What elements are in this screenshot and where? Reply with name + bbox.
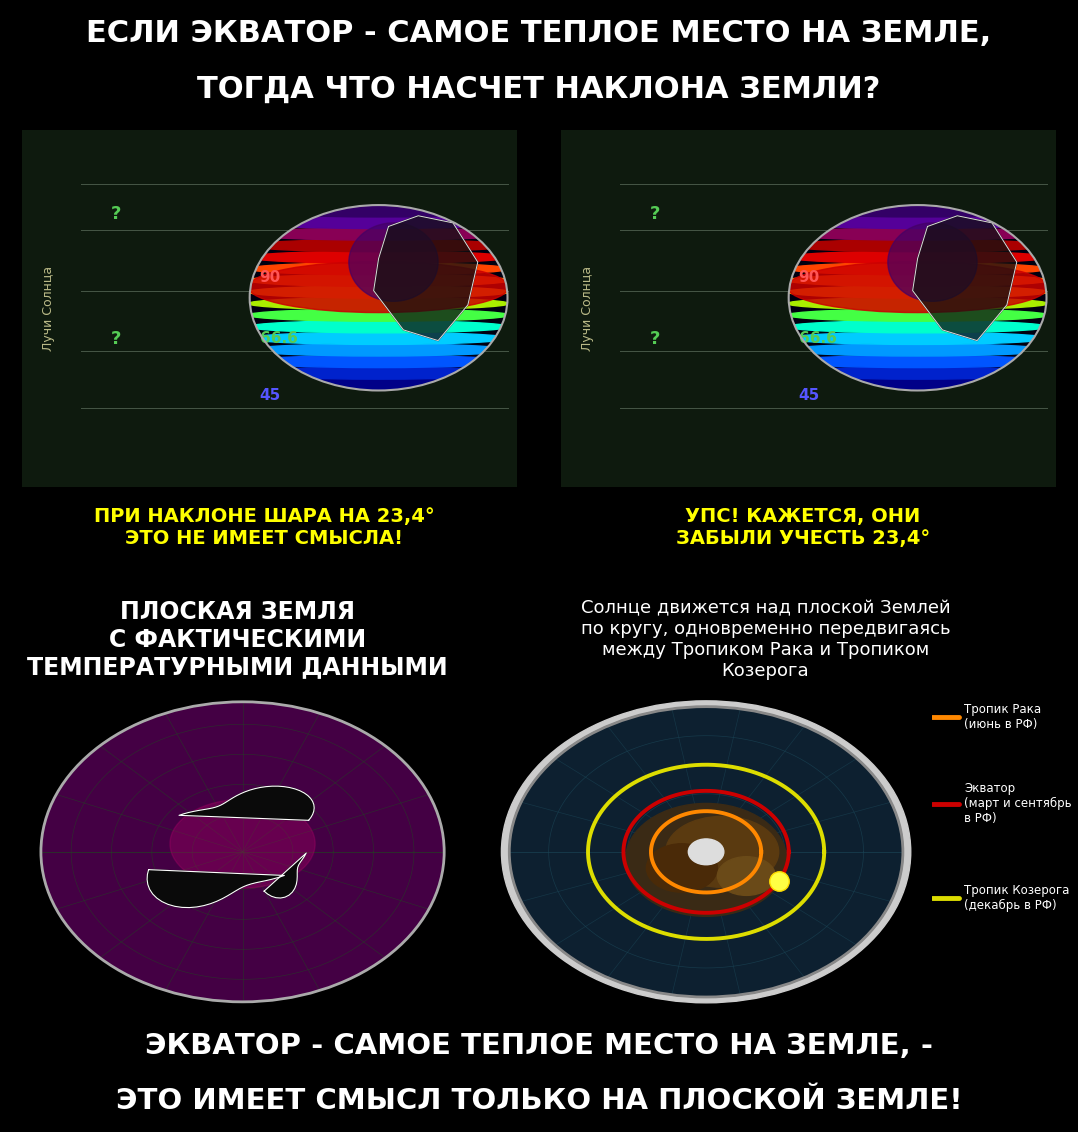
Text: УПС! КАЖЕТСЯ, ОНИ
ЗАБЫЛИ УЧЕСТЬ 23,4°: УПС! КАЖЕТСЯ, ОНИ ЗАБЫЛИ УЧЕСТЬ 23,4° [676,507,930,548]
Ellipse shape [717,857,775,895]
Ellipse shape [222,837,263,867]
Ellipse shape [51,710,434,994]
Text: ТОГДА ЧТО НАСЧЕТ НАКЛОНА ЗЕМЛИ?: ТОГДА ЧТО НАСЧЕТ НАКЛОНА ЗЕМЛИ? [197,75,881,104]
Ellipse shape [248,333,509,344]
Text: ЕСЛИ ЭКВАТОР - САМОЕ ТЕПЛОЕ МЕСТО НА ЗЕМЛЕ,: ЕСЛИ ЭКВАТОР - САМОЕ ТЕПЛОЕ МЕСТО НА ЗЕМ… [86,19,992,48]
Ellipse shape [61,717,424,987]
Ellipse shape [92,739,393,964]
Text: ?: ? [650,331,660,349]
Ellipse shape [101,747,384,957]
Ellipse shape [787,333,1048,344]
Ellipse shape [248,216,509,229]
Text: Тропик Рака
(июнь в РФ): Тропик Рака (июнь в РФ) [965,703,1041,730]
Ellipse shape [625,804,787,917]
Ellipse shape [787,286,1048,298]
Text: ЭКВАТОР - САМОЕ ТЕПЛОЕ МЕСТО НА ЗЕМЛЕ, -: ЭКВАТОР - САМОЕ ТЕПЛОЕ МЕСТО НА ЗЕМЛЕ, - [146,1032,932,1061]
Ellipse shape [787,367,1048,379]
Ellipse shape [787,309,1048,321]
Circle shape [250,205,508,391]
Polygon shape [264,854,306,898]
Ellipse shape [233,844,252,859]
Ellipse shape [787,298,1048,310]
Ellipse shape [141,777,344,927]
Ellipse shape [787,263,1048,275]
Circle shape [789,205,1047,391]
Text: ПЛОСКАЯ ЗЕМЛЯ
С ФАКТИЧЕСКИМИ
ТЕМПЕРАТУРНЫМИ ДАННЫМИ: ПЛОСКАЯ ЗЕМЛЯ С ФАКТИЧЕСКИМИ ТЕМПЕРАТУРН… [27,600,447,679]
Ellipse shape [787,355,1048,368]
Text: Лучи Солнца: Лучи Солнца [581,266,594,351]
Ellipse shape [71,724,414,979]
Text: 90: 90 [799,271,820,285]
Polygon shape [913,216,1017,341]
Ellipse shape [248,298,509,310]
Ellipse shape [248,286,509,298]
Ellipse shape [787,205,1048,217]
Polygon shape [374,216,478,341]
Text: ?: ? [111,331,121,349]
Ellipse shape [203,822,282,882]
Ellipse shape [248,251,509,264]
Ellipse shape [248,261,509,312]
Polygon shape [179,786,314,821]
Text: Тропик Козерога
(декабрь в РФ): Тропик Козерога (декабрь в РФ) [965,884,1069,912]
Ellipse shape [787,240,1048,251]
Ellipse shape [787,344,1048,355]
Ellipse shape [152,784,333,919]
Ellipse shape [349,223,438,301]
Text: 90: 90 [260,271,281,285]
Ellipse shape [248,228,509,240]
Ellipse shape [248,344,509,355]
Ellipse shape [787,216,1048,229]
Ellipse shape [888,223,977,301]
Ellipse shape [787,228,1048,240]
Ellipse shape [689,839,723,865]
Ellipse shape [248,263,509,275]
Ellipse shape [81,731,404,972]
Ellipse shape [509,706,903,997]
Polygon shape [147,869,285,908]
Ellipse shape [787,251,1048,264]
Text: ПРИ НАКЛОНЕ ШАРА НА 23,4°
ЭТО НЕ ИМЕЕТ СМЫСЛА!: ПРИ НАКЛОНЕ ШАРА НА 23,4° ЭТО НЕ ИМЕЕТ С… [94,507,434,548]
Ellipse shape [787,320,1048,333]
Ellipse shape [162,791,323,912]
Ellipse shape [787,378,1048,391]
Ellipse shape [666,816,778,887]
Ellipse shape [248,367,509,379]
Ellipse shape [248,240,509,251]
Ellipse shape [248,355,509,368]
Ellipse shape [170,799,315,889]
Ellipse shape [182,807,303,897]
Text: ЭТО ИМЕЕТ СМЫСЛ ТОЛЬКО НА ПЛОСКОЙ ЗЕМЛЕ!: ЭТО ИМЕЕТ СМЫСЛ ТОЛЬКО НА ПЛОСКОЙ ЗЕМЛЕ! [115,1088,963,1115]
Text: Лучи Солнца: Лучи Солнца [42,266,55,351]
Text: 66.6: 66.6 [260,331,298,346]
Ellipse shape [787,261,1048,312]
Ellipse shape [248,320,509,333]
Ellipse shape [501,701,911,1003]
Ellipse shape [132,770,354,934]
Ellipse shape [212,830,273,874]
Ellipse shape [248,309,509,321]
Text: ?: ? [650,205,660,223]
Text: Экватор
(март и сентябрь
в РФ): Экватор (март и сентябрь в РФ) [965,782,1073,825]
Text: Солнце движется над плоской Землей
по кругу, одновременно передвигаясь
между Тро: Солнце движется над плоской Землей по кр… [581,599,950,680]
Ellipse shape [122,762,363,942]
Ellipse shape [111,754,374,950]
Ellipse shape [787,274,1048,286]
Text: 45: 45 [260,388,281,403]
Ellipse shape [248,378,509,391]
Text: ?: ? [111,205,121,223]
Ellipse shape [41,702,444,1002]
Ellipse shape [248,205,509,217]
Text: 45: 45 [799,388,820,403]
Ellipse shape [647,843,717,892]
Text: 66.6: 66.6 [799,331,837,346]
Ellipse shape [172,799,313,904]
Ellipse shape [248,274,509,286]
Ellipse shape [192,814,293,890]
